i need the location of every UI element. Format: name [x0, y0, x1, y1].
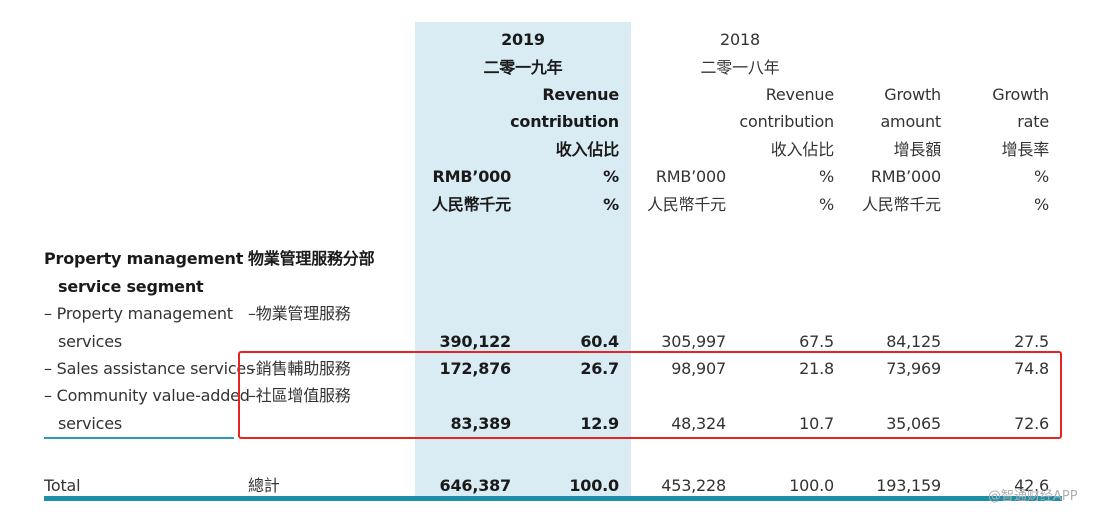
unit-growth-amount-cn: 人民幣千元 — [861, 195, 941, 214]
unit-2018-amount-cn: 人民幣千元 — [646, 195, 726, 214]
row-label-en: – Community value-added — [44, 386, 250, 405]
header-year-2018-cn: 二零一八年 — [700, 58, 780, 77]
total-2019-pct: 100.0 — [569, 476, 619, 495]
row-label-en-cont: services — [58, 332, 123, 351]
cell-2019-pct: 60.4 — [580, 332, 619, 351]
unit-2019-amount: RMB’000 — [432, 167, 511, 186]
header-growth-rate-cn: 增長率 — [1001, 140, 1050, 159]
unit-2018-pct-cn: % — [818, 195, 834, 214]
row-label-cn: –社區增值服務 — [248, 386, 351, 405]
row-label-cn: –銷售輔助服務 — [248, 359, 351, 378]
total-rule — [44, 496, 1062, 501]
header-revcontrib-2018-l2: contribution — [739, 112, 834, 131]
highlight-column-2019 — [415, 22, 631, 497]
header-revcontrib-2019-cn: 收入佔比 — [555, 140, 619, 159]
unit-2019-pct: % — [603, 167, 619, 186]
segment-title-en-1: Property management — [44, 249, 244, 268]
total-label-cn: 總計 — [248, 476, 280, 495]
total-2018-pct: 100.0 — [789, 476, 834, 495]
row-label-en-cont: services — [58, 414, 123, 433]
cell-2018-pct: 21.8 — [799, 359, 834, 378]
total-2019-amount: 646,387 — [439, 476, 512, 495]
total-growth-rate: 42.6 — [1014, 476, 1049, 495]
unit-2019-amount-cn: 人民幣千元 — [431, 195, 511, 214]
header-growth-amount-l1: Growth — [884, 85, 941, 104]
header-year-2019: 2019 — [501, 30, 545, 49]
total-2018-amount: 453,228 — [661, 476, 726, 495]
header-revcontrib-2019-l2: contribution — [510, 112, 619, 131]
segment-title-cn: 物業管理服務分部 — [248, 249, 375, 268]
unit-2018-pct: % — [818, 167, 834, 186]
header-revcontrib-2018-cn: 收入佔比 — [770, 140, 834, 159]
header-revcontrib-2019-l1: Revenue — [542, 85, 619, 104]
unit-2018-amount: RMB’000 — [655, 167, 726, 186]
header-revcontrib-2018-l1: Revenue — [765, 85, 834, 104]
row-label-en: – Sales assistance services — [44, 359, 255, 378]
header-year-2018: 2018 — [720, 30, 760, 49]
cell-growth-rate: 27.5 — [1014, 332, 1049, 351]
header-growth-rate-l2: rate — [1017, 112, 1049, 131]
header-growth-amount-l2: amount — [880, 112, 941, 131]
highlight-box — [238, 351, 1062, 439]
row-label-cn: –物業管理服務 — [248, 304, 351, 323]
cell-2018-amount: 305,997 — [661, 332, 726, 351]
subtotal-rule — [44, 437, 234, 439]
total-label-en: Total — [44, 476, 81, 495]
cell-2019-amount: 83,389 — [450, 414, 511, 433]
cell-2019-pct: 12.9 — [580, 414, 619, 433]
cell-2018-pct: 10.7 — [799, 414, 834, 433]
cell-growth-rate: 74.8 — [1014, 359, 1049, 378]
cell-2018-amount: 98,907 — [671, 359, 726, 378]
cell-growth-rate: 72.6 — [1014, 414, 1049, 433]
segment-title-en-2: service segment — [58, 277, 204, 296]
header-growth-rate-l1: Growth — [992, 85, 1049, 104]
cell-2018-pct: 67.5 — [799, 332, 834, 351]
row-label-en: – Property management — [44, 304, 233, 323]
unit-2019-pct-cn: % — [603, 195, 619, 214]
watermark-text: @智通财经APP — [988, 489, 1078, 504]
cell-2018-amount: 48,324 — [671, 414, 726, 433]
cell-growth-amount: 35,065 — [886, 414, 941, 433]
cell-2019-amount: 390,122 — [439, 332, 512, 351]
unit-growth-amount: RMB’000 — [870, 167, 941, 186]
header-year-2019-cn: 二零一九年 — [483, 58, 563, 77]
unit-growth-rate-cn: % — [1033, 195, 1049, 214]
cell-2019-amount: 172,876 — [439, 359, 512, 378]
cell-2019-pct: 26.7 — [580, 359, 619, 378]
total-growth-amount: 193,159 — [876, 476, 941, 495]
cell-growth-amount: 84,125 — [886, 332, 941, 351]
header-growth-amount-cn: 增長額 — [893, 140, 942, 159]
cell-growth-amount: 73,969 — [886, 359, 941, 378]
unit-growth-rate: % — [1033, 167, 1049, 186]
